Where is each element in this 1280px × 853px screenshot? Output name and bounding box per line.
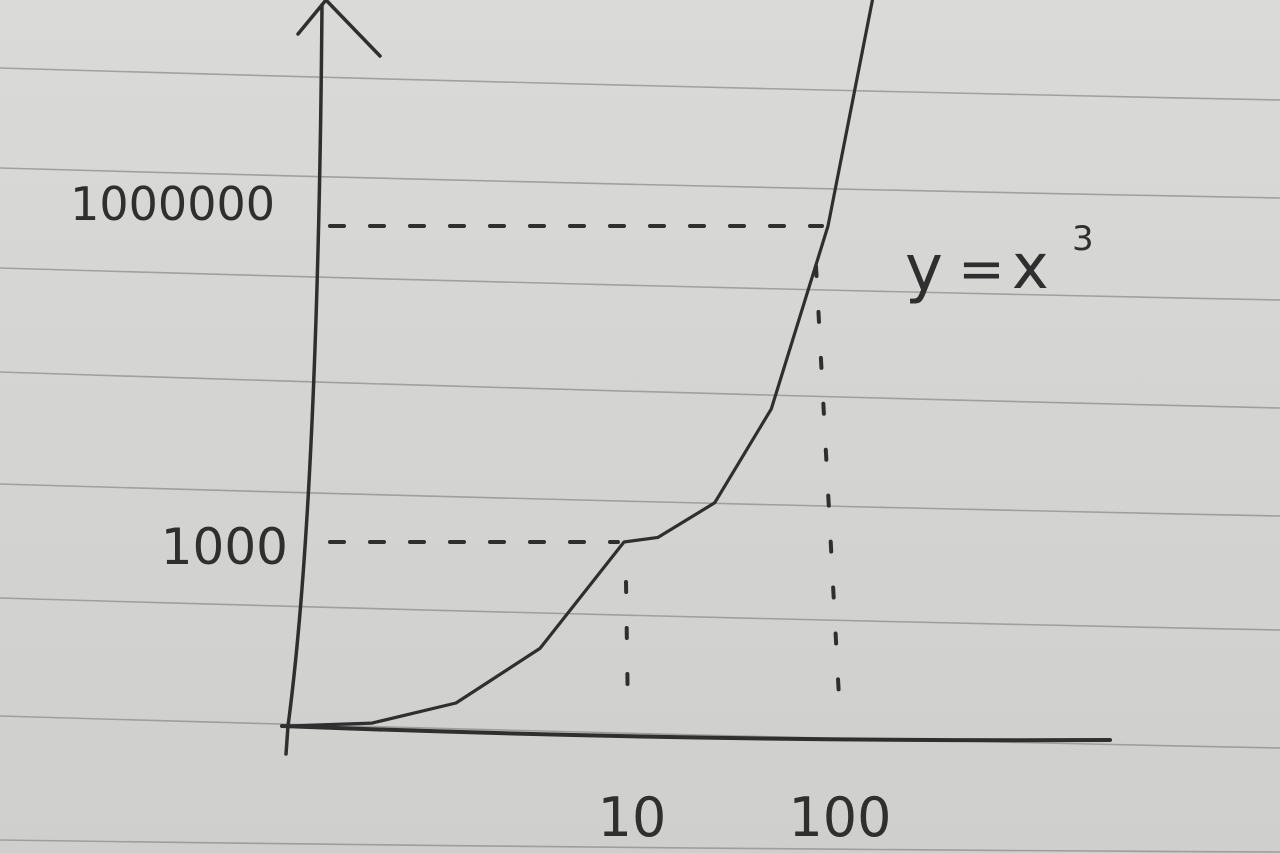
equation-equals: = xyxy=(958,237,1005,302)
notebook-rules xyxy=(0,67,1280,853)
vertical-guide xyxy=(624,580,630,718)
ruled-line xyxy=(0,67,1280,101)
y-tick-label: 1000 xyxy=(161,518,288,576)
ruled-line xyxy=(0,839,1280,853)
ruled-line xyxy=(0,167,1280,199)
ruled-line xyxy=(0,483,1280,517)
vertical-guide xyxy=(814,264,842,718)
equation-base: x xyxy=(1012,230,1049,303)
tick-labels: 10 100 1000 1000000 xyxy=(70,177,891,849)
ruled-line xyxy=(0,597,1280,631)
y-tick-label: 1000000 xyxy=(70,177,275,231)
equation-exponent: 3 xyxy=(1072,219,1094,259)
cubic-curve xyxy=(286,0,875,728)
reference-guides xyxy=(328,224,842,718)
x-tick-label: 10 xyxy=(598,786,667,849)
curve-layer xyxy=(286,0,875,728)
ruled-line xyxy=(0,715,1280,749)
y-axis-arrowhead xyxy=(296,0,382,58)
axes xyxy=(280,0,1112,756)
equation-label: y = x 3 xyxy=(905,219,1094,306)
x-tick-label: 100 xyxy=(788,786,891,849)
ruled-line xyxy=(0,267,1280,301)
y-axis-line xyxy=(284,3,324,756)
equation-lhs: y xyxy=(905,232,943,306)
ruled-line xyxy=(0,371,1280,409)
x-axis-line xyxy=(280,724,1112,743)
